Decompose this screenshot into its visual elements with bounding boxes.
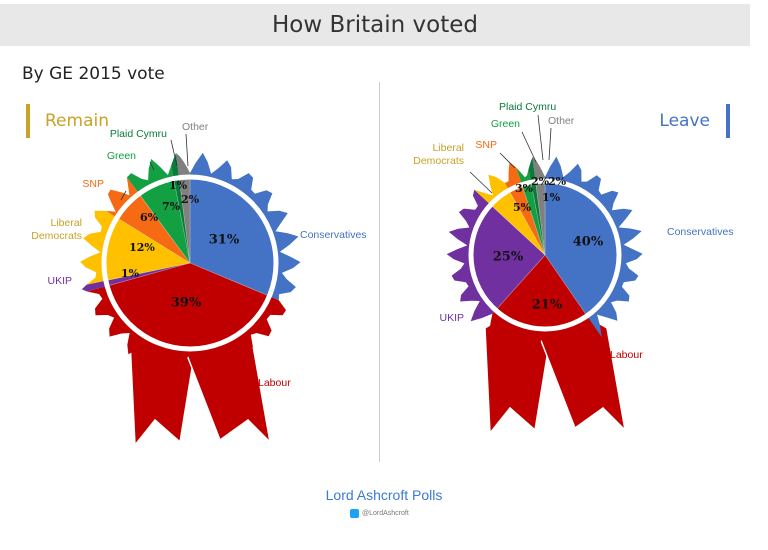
legend-label-conservatives: Conservatives (667, 226, 734, 238)
leader-line (537, 114, 544, 161)
data-label-ukip: 1% (121, 267, 140, 280)
data-label-green: 2% (531, 175, 550, 188)
legend-label-snp: SNP (82, 178, 104, 190)
leader-line (499, 152, 516, 169)
legend-label-liberal-democrats: Liberal Democrats (413, 142, 464, 167)
leader-line (120, 190, 127, 201)
series-title-remain: Remain (45, 111, 109, 131)
data-label-snp: 6% (140, 211, 159, 224)
twitter-handle-text: @LordAshcroft (362, 510, 409, 517)
data-label-snp: 3% (515, 182, 534, 195)
legend-label-snp: SNP (475, 139, 497, 151)
legend-label-liberal-democrats: Liberal Democrats (31, 217, 82, 242)
leader-line (149, 161, 155, 171)
legend-label-conservatives: Conservatives (300, 229, 367, 241)
data-label-plaid-cymru: 1% (169, 179, 188, 192)
leader-line (185, 133, 189, 167)
legend-label-green: Green (491, 118, 520, 130)
data-label-conservatives: 31% (209, 233, 240, 248)
data-label-other: 2% (548, 175, 567, 188)
rosette-ring (468, 178, 622, 332)
chart-subtitle: By GE 2015 vote (22, 64, 165, 84)
legend-label-plaid-cymru: Plaid Cymru (499, 101, 556, 113)
data-label-other: 2% (181, 193, 200, 206)
data-label-liberal-democrats: 12% (129, 241, 155, 254)
rosette-leave: 40%21%25%5%3%2%1%2%ConservativesLabourUK… (413, 101, 734, 436)
data-label-conservatives: 40% (573, 235, 604, 250)
rosette-remain: 31%39%1%12%6%7%1%2%ConservativesLabourUK… (26, 104, 367, 448)
legend-label-green: Green (107, 150, 136, 162)
legend-label-ukip: UKIP (439, 312, 464, 324)
twitter-handle: @LordAshcroft (350, 509, 409, 519)
legend-label-other: Other (182, 121, 209, 133)
leader-line (548, 127, 552, 161)
leader-line (521, 131, 537, 163)
data-label-plaid-cymru: 1% (542, 191, 561, 204)
data-label-ukip: 25% (493, 250, 524, 265)
divider (379, 82, 380, 462)
legend-label-ukip: UKIP (47, 275, 72, 287)
title-bar (0, 4, 750, 46)
title-accent-bar (726, 104, 730, 138)
data-label-liberal-democrats: 5% (513, 201, 532, 214)
data-label-labour: 21% (532, 298, 563, 313)
twitter-icon (350, 509, 359, 518)
leader-line (469, 171, 493, 194)
legend-label-labour: Labour (610, 349, 643, 361)
source-credit: Lord Ashcroft Polls (325, 487, 443, 503)
data-label-labour: 39% (171, 296, 202, 311)
rosette-ring (101, 174, 279, 352)
legend-label-plaid-cymru: Plaid Cymru (110, 128, 167, 140)
series-title-leave: Leave (659, 111, 710, 131)
legend-label-other: Other (548, 115, 575, 127)
leader-line (170, 139, 178, 167)
data-label-green: 7% (162, 200, 181, 213)
chart-title: How Britain voted (272, 12, 478, 38)
legend-label-labour: Labour (258, 377, 291, 389)
title-accent-bar (26, 104, 30, 138)
